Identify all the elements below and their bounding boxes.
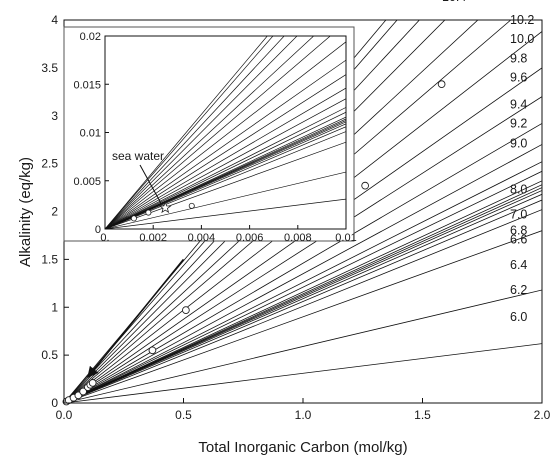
ph-line-labels: 6.0 6.2 6.4 6.66.8 7.0 8.0 9.0 9.2 9.4 9.6 9.8 10.0… <box>442 0 534 324</box>
y-tick-label: 3.5 <box>41 61 58 75</box>
sea-water-star <box>158 201 172 214</box>
ph-label: 10.2 <box>510 13 534 27</box>
inset-ph-line-19 <box>105 36 298 229</box>
main-axes: 0.0 0.5 1.0 1.5 2.000.511.522.533.54 <box>41 13 550 422</box>
ph-label: 8.0 <box>510 182 527 196</box>
ph-label: 9.2 <box>510 116 527 130</box>
inset-ph-line-18 <box>105 36 315 229</box>
inset-ph-line-16 <box>105 41 346 229</box>
inset-ph-line-22 <box>105 36 268 229</box>
x-axis-title: Total Inorganic Carbon (mol/kg) <box>198 439 407 456</box>
y-axis-title: Alkalinity (eq/kg) <box>17 157 34 267</box>
inset-ph-line-11 <box>105 107 346 229</box>
data-point <box>148 346 157 355</box>
inset-data-point <box>145 209 152 216</box>
ph-label: 7.0 <box>510 207 527 221</box>
inset-data-point <box>130 215 137 222</box>
ph-label: 6.4 <box>510 258 527 272</box>
ph-line-9 <box>64 180 542 403</box>
ph-line-7 <box>64 187 542 403</box>
ph-line-13 <box>64 123 542 403</box>
inset-y-tick-label: 0.015 <box>73 79 101 91</box>
ph-line-5 <box>64 193 542 403</box>
ph-label: 6.2 <box>510 283 527 297</box>
ph-line-12 <box>64 144 542 403</box>
ph-label: 9.6 <box>510 70 527 84</box>
ph-line-10 <box>64 170 542 403</box>
inset-y-tick-label: 0.005 <box>73 176 101 188</box>
ph-label: 6.6 <box>510 232 527 246</box>
inset-x-tick-label: 0.006 <box>236 232 264 244</box>
ph-label: 9.4 <box>510 97 527 111</box>
ph-line-0 <box>64 343 542 403</box>
inset-data-point <box>188 202 195 209</box>
data-point <box>79 387 87 396</box>
data-point <box>88 379 97 387</box>
ph-line-8 <box>64 184 542 403</box>
y-tick-label: 2 <box>51 205 58 219</box>
y-tick-label: 4 <box>51 13 58 27</box>
ph-line-6 <box>64 190 542 403</box>
inset-ph-line-3 <box>105 131 346 229</box>
ph-label: 6.8 <box>510 224 527 238</box>
ph-line-3 <box>64 209 542 403</box>
inset-y-tick-label: 0 <box>95 224 101 236</box>
ph-line-11 <box>64 161 542 403</box>
y-tick-label: 1 <box>51 300 58 314</box>
ph-label: 9.8 <box>510 51 527 65</box>
data-point <box>182 306 190 314</box>
ph-line-1 <box>64 289 542 403</box>
ph-line-4 <box>64 199 542 403</box>
inset-x-tick-label: 0.008 <box>284 232 312 244</box>
inset-x-tick-label: 0.01 <box>335 232 356 244</box>
inset-y-tick-label: 0.02 <box>80 31 101 43</box>
ph-label: 6.0 <box>510 310 527 324</box>
inset-data-points <box>130 202 195 222</box>
x-tick-label: 0.5 <box>175 408 192 422</box>
ph-line-2 <box>64 230 542 403</box>
inset-ph-line-10 <box>105 111 346 229</box>
y-tick-label: 0 <box>51 396 58 410</box>
inset-ph-line-4 <box>105 126 346 229</box>
inset-ph-line-21 <box>105 36 274 229</box>
inset-ph-line-9 <box>105 116 346 229</box>
x-tick-label: 1.5 <box>414 408 431 422</box>
inset-y-tick-label: 0.01 <box>80 128 101 140</box>
y-tick-label: 0.5 <box>41 348 58 362</box>
inset-ph-line-2 <box>105 141 346 229</box>
ph-label: 10.4 <box>442 0 466 4</box>
inset-ph-line-15 <box>105 59 346 229</box>
ph-line-14 <box>64 96 542 403</box>
y-tick-label: 3 <box>51 109 58 123</box>
y-tick-label: 2.5 <box>41 157 58 171</box>
sea-water-annotation: sea water <box>112 149 172 214</box>
data-point <box>437 80 446 89</box>
data-point <box>361 181 369 190</box>
inset-ph-line-0 <box>105 198 346 229</box>
y-tick-label: 1.5 <box>41 252 58 266</box>
inset-ph-line-14 <box>105 74 346 229</box>
inset-axes: 0. 0.002 0.004 0.006 0.008 0.01 0 0.005 0.01 0.01… <box>73 31 356 244</box>
inset-x-tick-label: 0.004 <box>188 232 216 244</box>
inset-panel <box>63 26 355 242</box>
ph-label: 9.0 <box>510 137 527 151</box>
inset-ph-lines <box>105 36 346 229</box>
inset-x-tick-label: 0.002 <box>139 232 167 244</box>
inset-ph-line-17 <box>105 36 331 229</box>
sea-water-leader <box>139 164 162 205</box>
ph-label: 10.0 <box>510 32 534 46</box>
inset-ph-line-20 <box>105 36 285 229</box>
x-tick-label: 0.0 <box>56 408 73 422</box>
inset-ph-line-13 <box>105 87 346 229</box>
inset-x-tick-label: 0. <box>100 232 109 244</box>
zoom-arrow <box>87 258 185 379</box>
x-tick-label: 2.0 <box>534 408 551 422</box>
inset-ph-line-1 <box>105 171 346 229</box>
sea-water-label: sea water <box>112 149 164 163</box>
x-tick-label: 1.0 <box>295 408 312 422</box>
inset-ph-line-12 <box>105 98 346 229</box>
